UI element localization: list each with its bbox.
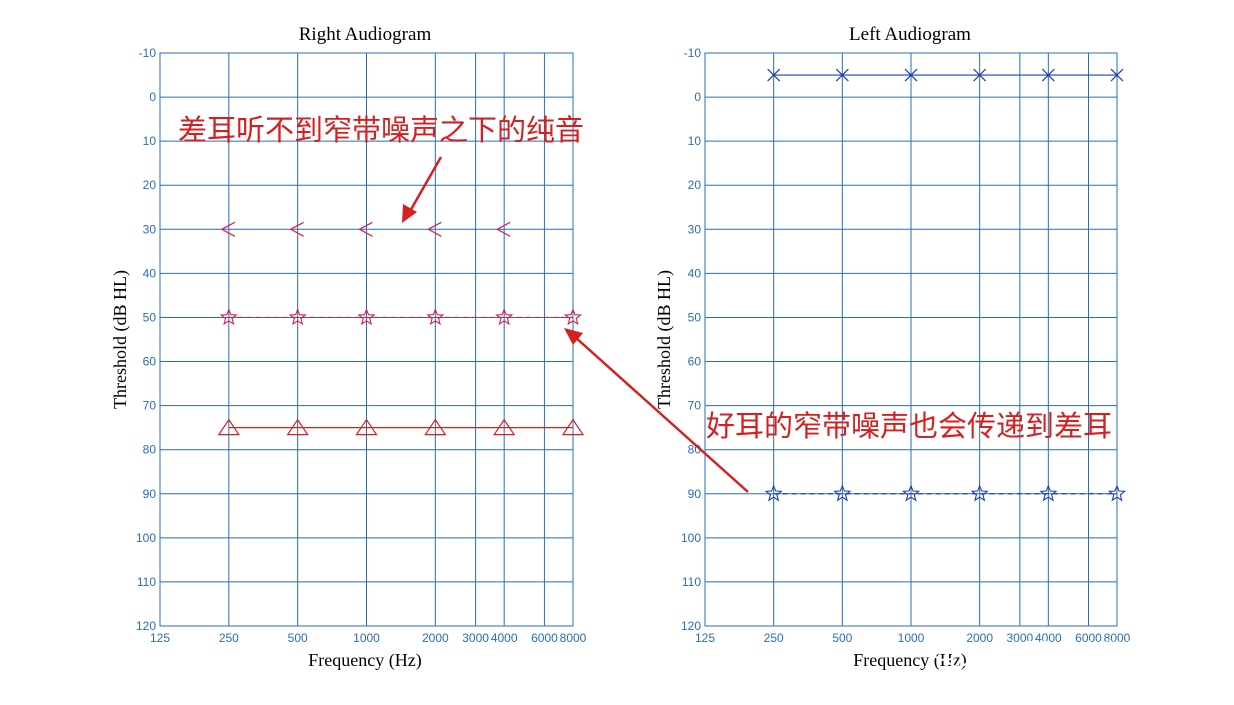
x-marker xyxy=(835,68,849,82)
y-tick-label: 100 xyxy=(136,531,156,545)
panel-left: 125 250 500 1000 2000 3000 4000 6000 8000 -10 0 10 2… xyxy=(654,24,1131,671)
triangle-marker xyxy=(355,418,378,436)
triangle-marker xyxy=(493,418,516,436)
x-tick-label: 8000 xyxy=(1104,631,1131,645)
star-marker xyxy=(288,307,307,326)
bracket-marker xyxy=(220,221,236,237)
x-tick-label: 500 xyxy=(832,631,852,645)
y-tick-label: 30 xyxy=(143,222,157,236)
star-marker xyxy=(1039,484,1058,502)
watermark-line1: 听力那点儿事儿 xyxy=(978,638,1146,666)
series-triangle-2 xyxy=(217,418,585,436)
star-marker xyxy=(357,307,376,326)
x-tick-label: 125 xyxy=(695,631,715,645)
series-bracket-0 xyxy=(220,221,511,237)
annotation-top: 差耳听不到窄带噪声之下的纯音 xyxy=(178,113,584,147)
x-tick-label: 125 xyxy=(150,631,170,645)
series-star-1 xyxy=(219,307,583,326)
y-tick-label: 90 xyxy=(688,487,702,501)
triangle-marker xyxy=(217,418,240,436)
x-tick-label: 1000 xyxy=(353,631,380,645)
y-tick-label: 90 xyxy=(143,487,157,501)
triangle-marker xyxy=(286,418,309,436)
x-tick-label: 4000 xyxy=(1035,631,1062,645)
annotation-arrow-right xyxy=(564,328,749,493)
y-tick-label: -10 xyxy=(684,46,702,60)
annotation-arrow-top xyxy=(402,156,443,223)
x-tick-label: 3000 xyxy=(1006,631,1033,645)
y-tick-label: 10 xyxy=(143,134,157,148)
y-tick-label: 30 xyxy=(688,222,702,236)
y-tick-label: -10 xyxy=(139,46,157,60)
x-tick-label: 1000 xyxy=(898,631,925,645)
star-marker xyxy=(426,307,445,326)
wechat-logo-icon xyxy=(931,639,970,668)
y-tick-label: 40 xyxy=(688,266,702,280)
x-tick-label: 6000 xyxy=(531,631,558,645)
star-marker xyxy=(764,484,783,502)
y-tick-label: 0 xyxy=(694,90,701,104)
y-tick-label: 60 xyxy=(143,355,157,369)
x-tick-label: 6000 xyxy=(1075,631,1102,645)
panel-right: 125 250 500 1000 2000 3000 4000 6000 8000 -10 0 10 2… xyxy=(110,24,587,671)
y-tick-label: 70 xyxy=(143,399,157,413)
y-tick-label: 40 xyxy=(143,266,157,280)
triangle-marker xyxy=(424,418,447,436)
star-marker xyxy=(970,484,989,502)
x-tick-label: 3000 xyxy=(462,631,489,645)
x-tick-label: 4000 xyxy=(491,631,518,645)
series-x-0 xyxy=(767,68,1124,82)
y-tick-label: 80 xyxy=(143,443,157,457)
bracket-marker xyxy=(427,221,442,237)
x-marker xyxy=(973,68,987,82)
annotation-right: 好耳的窄带噪声也会传递到差耳 xyxy=(706,409,1112,443)
watermark-line2: 搜狐号@广东听觉有道助听器 xyxy=(890,668,1177,694)
y-tick-label: 110 xyxy=(137,575,156,589)
y-tick-label: 60 xyxy=(688,355,702,369)
y-tick-label: 20 xyxy=(688,178,702,192)
chart-title: Left Audiogram xyxy=(849,24,971,45)
x-marker xyxy=(1041,68,1055,82)
x-tick-label: 250 xyxy=(764,631,784,645)
y-axis-label: Threshold (dB HL) xyxy=(110,270,131,409)
y-tick-label: 120 xyxy=(681,619,701,633)
bracket-marker xyxy=(495,221,511,237)
y-tick-label: 100 xyxy=(681,531,701,545)
y-tick-label: 50 xyxy=(143,310,157,324)
y-tick-label: 120 xyxy=(136,619,156,633)
bracket-marker xyxy=(358,221,373,237)
star-marker xyxy=(219,307,238,326)
watermark: 听力那点儿事儿 搜狐号@广东听觉有道助听器 xyxy=(890,638,1177,694)
x-marker xyxy=(767,68,781,82)
y-tick-label: 20 xyxy=(143,178,157,192)
y-tick-label: 10 xyxy=(688,134,702,148)
triangle-marker xyxy=(561,418,585,436)
star-marker xyxy=(1107,484,1127,502)
x-tick-label: 500 xyxy=(288,631,308,645)
x-marker xyxy=(904,68,918,82)
series-star-1 xyxy=(764,484,1127,502)
x-tick-label: 250 xyxy=(219,631,239,645)
x-tick-label: 2000 xyxy=(966,631,993,645)
star-marker xyxy=(495,307,514,326)
y-tick-label: 50 xyxy=(688,310,702,324)
y-axis-label: Threshold (dB HL) xyxy=(654,270,675,409)
y-tick-label: 70 xyxy=(688,399,702,413)
star-marker xyxy=(563,307,583,326)
y-tick-label: 110 xyxy=(682,575,701,589)
y-tick-label: 0 xyxy=(149,90,156,104)
x-tick-label: 2000 xyxy=(422,631,449,645)
bracket-marker xyxy=(289,221,304,237)
chart-title: Right Audiogram xyxy=(299,24,432,45)
star-marker xyxy=(833,484,852,502)
star-marker xyxy=(901,484,921,502)
x-marker xyxy=(1110,68,1124,82)
x-axis-label: Frequency (Hz) xyxy=(308,650,421,671)
x-tick-label: 8000 xyxy=(560,631,587,645)
x-axis-label: Frequency (Hz) xyxy=(853,650,966,671)
